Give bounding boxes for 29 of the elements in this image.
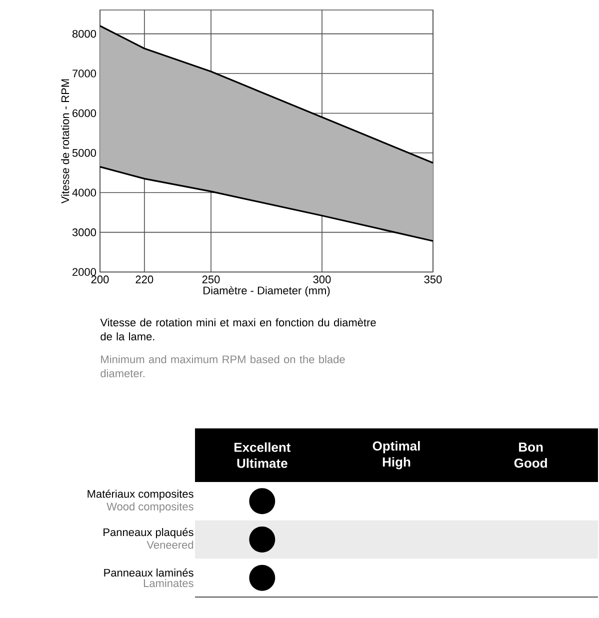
text: Minimum and maximum RPM based on the blade diameter. xyxy=(100,355,345,378)
y2-tick-label: Laminates xyxy=(144,579,194,588)
y-tick-label: 2000 xyxy=(72,268,96,276)
text: ● xyxy=(249,526,276,552)
text: ● xyxy=(249,564,276,591)
y-tick-label: 6000 xyxy=(72,109,96,118)
line-series xyxy=(99,166,434,242)
text: Vitesse de rotation mini et maxi en fonction du diamètre de la lame. xyxy=(100,318,376,340)
y-tick-label: 3000 xyxy=(72,228,96,236)
text: ● xyxy=(249,488,276,514)
y-tick-label: Matériaux composites xyxy=(88,490,194,500)
x-tick-label: Excellent Ultimate xyxy=(234,442,291,468)
y-axis-title: Vitesse de rotation - RPM xyxy=(61,79,70,204)
x-tick-label: 220 xyxy=(136,276,154,284)
y-tick-label: 7000 xyxy=(72,70,96,78)
x-tick-label: 250 xyxy=(202,276,220,284)
y-tick-label: 5000 xyxy=(72,149,96,157)
x-tick-label: 200 xyxy=(91,276,109,284)
x-axis-title: Diamètre - Diameter (mm) xyxy=(204,286,330,297)
x-tick-label: Bon Good xyxy=(514,442,548,468)
y-tick-label: 4000 xyxy=(72,188,96,196)
y-tick-label: Panneaux laminés xyxy=(104,568,194,577)
y-tick-label: Panneaux plaqués xyxy=(104,528,194,538)
x-tick-label: 300 xyxy=(313,276,331,284)
x-tick-label: 350 xyxy=(424,276,442,284)
x-tick-label: Optimal High xyxy=(372,441,420,470)
y2-tick-label: Wood composites xyxy=(106,502,194,513)
y-tick-label: 8000 xyxy=(72,30,96,38)
y2-tick-label: Veneered xyxy=(146,540,194,549)
